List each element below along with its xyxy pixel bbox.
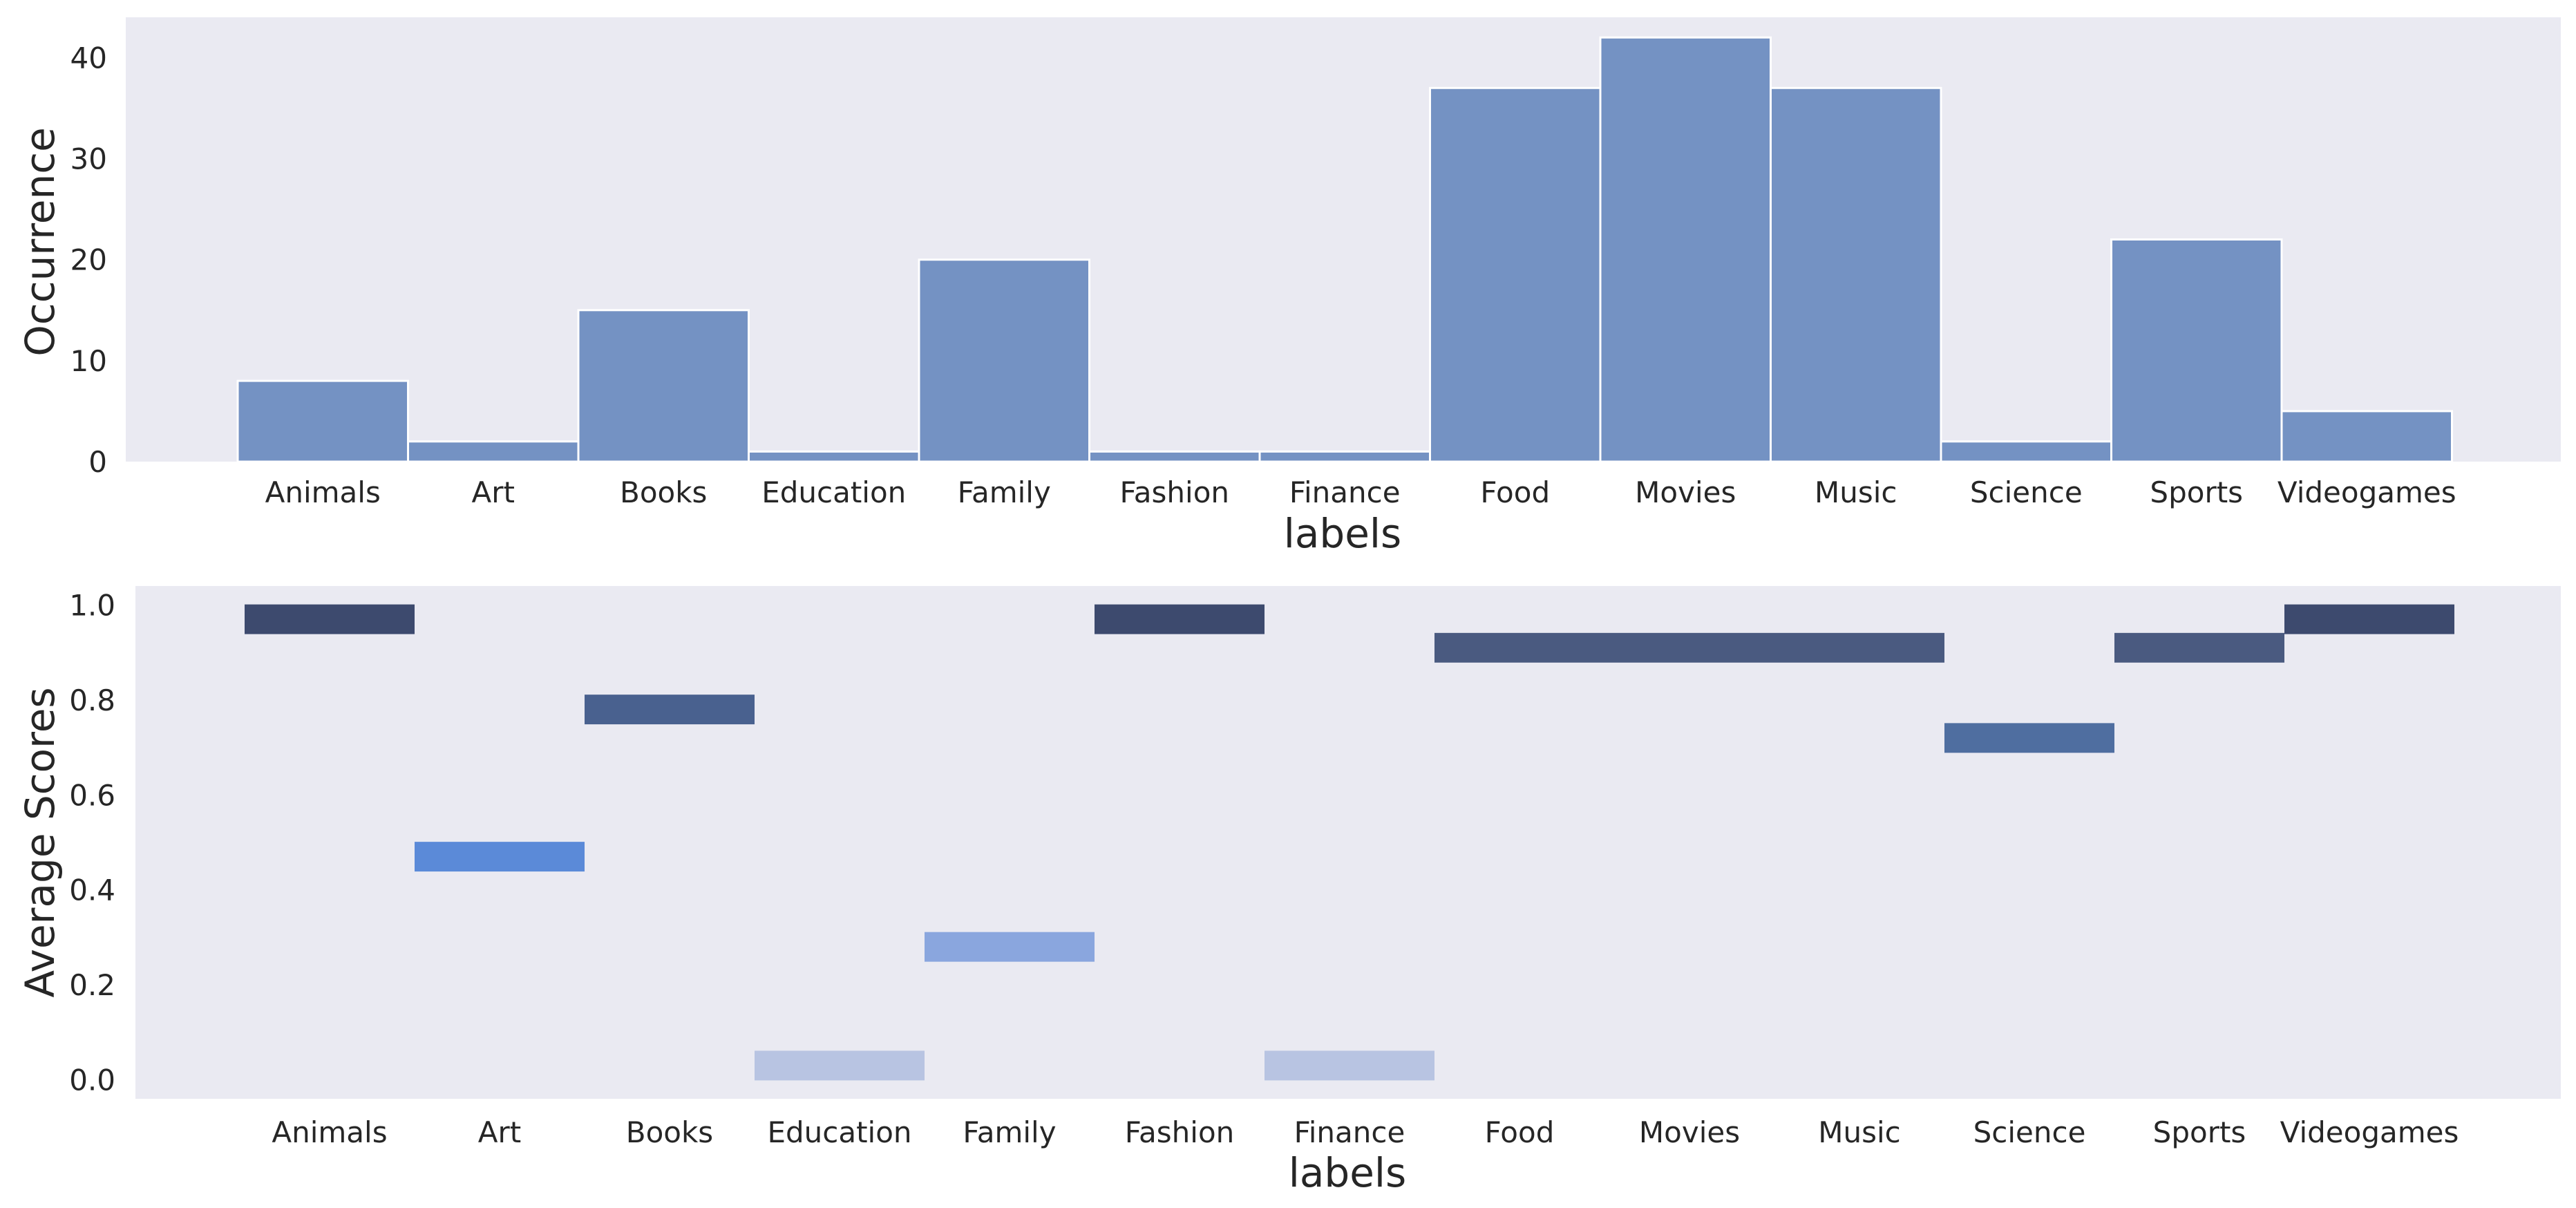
- average-scores-x-tick-label: Education: [767, 1115, 911, 1149]
- occurrence-x-tick-label: Education: [761, 475, 906, 509]
- occurrence-y-tick-label: 10: [70, 344, 107, 378]
- average-scores-x-tick-label: Art: [478, 1115, 521, 1149]
- occurrence-x-tick-label: Food: [1480, 475, 1550, 509]
- average-scores-y-tick-label: 0.6: [69, 778, 115, 812]
- average-scores-y-tick-label: 0.8: [69, 683, 115, 717]
- average-scores-x-tick-label: Movies: [1639, 1115, 1740, 1149]
- occurrence-bar-education: [748, 450, 920, 463]
- average-scores-y-tick-label: 1.0: [69, 588, 115, 622]
- occurrence-bar-food: [1429, 86, 1602, 463]
- occurrence-bar-animals: [236, 379, 409, 463]
- occurrence-x-tick-label: Science: [1970, 475, 2083, 509]
- occurrence-bar-fashion: [1088, 450, 1261, 463]
- occurrence-x-tick-label: Art: [472, 475, 515, 509]
- occurrence-y-tick-label: 0: [88, 445, 107, 479]
- average-score-cell-fashion: [1095, 604, 1265, 634]
- average-score-cell-art: [415, 842, 585, 872]
- average-scores-x-tick-label: Finance: [1294, 1115, 1405, 1149]
- occurrence-x-axis-label: labels: [1284, 510, 1402, 557]
- average-score-cell-movies: [1604, 632, 1774, 663]
- average-score-cell-music: [1774, 632, 1944, 663]
- occurrence-x-tick-label: Finance: [1289, 475, 1401, 509]
- occurrence-bar-sports: [2110, 238, 2283, 463]
- average-scores-y-axis-label: Average Scores: [17, 687, 64, 997]
- occurrence-x-tick-label: Family: [958, 475, 1051, 509]
- occurrence-x-tick-labels: Animals Art Books Education Family Fashion Fin…: [265, 475, 2456, 509]
- average-scores-x-tick-label: Sports: [2153, 1115, 2246, 1149]
- average-scores-x-tick-label: Books: [626, 1115, 713, 1149]
- occurrence-bar-music: [1770, 86, 1942, 463]
- average-scores-y-tick-label: 0.0: [69, 1064, 115, 1097]
- occurrence-subplot: 0 10 20 30 40 Animals Art Books Education Family…: [17, 17, 2561, 557]
- occurrence-x-tick-label: Books: [620, 475, 707, 509]
- average-score-cell-education: [755, 1050, 925, 1081]
- average-scores-x-tick-label: Science: [1973, 1115, 2086, 1149]
- occurrence-bar-videogames: [2280, 410, 2453, 463]
- occurrence-y-axis-label: Occurrence: [17, 127, 64, 357]
- occurrence-x-tick-label: Animals: [265, 475, 381, 509]
- average-score-cell-sports: [2114, 632, 2284, 663]
- average-scores-y-tick-label: 0.2: [69, 968, 115, 1002]
- average-scores-x-tick-label: Family: [963, 1115, 1056, 1149]
- average-score-cell-videogames: [2284, 604, 2454, 634]
- average-scores-x-tick-label: Videogames: [2280, 1115, 2459, 1149]
- average-score-cell-animals: [245, 604, 415, 634]
- average-score-cell-finance: [1265, 1050, 1434, 1081]
- average-scores-x-axis-label: labels: [1289, 1149, 1407, 1196]
- average-scores-x-tick-label: Music: [1818, 1115, 1901, 1149]
- occurrence-x-tick-label: Music: [1815, 475, 1897, 509]
- occurrence-y-tick-label: 40: [70, 41, 107, 75]
- average-score-cell-food: [1434, 632, 1604, 663]
- occurrence-y-tick-labels: 0 10 20 30 40: [70, 41, 107, 479]
- occurrence-bar-books: [577, 309, 750, 463]
- average-score-cells: [245, 604, 2454, 1081]
- average-scores-x-tick-label: Fashion: [1125, 1115, 1235, 1149]
- average-scores-subplot: 0.0 0.2 0.4 0.6 0.8 1.0 Animals Art Books Educat…: [17, 586, 2561, 1196]
- occurrence-x-tick-label: Videogames: [2277, 475, 2456, 509]
- occurrence-x-tick-label: Sports: [2150, 475, 2243, 509]
- occurrence-y-tick-label: 20: [70, 243, 107, 277]
- average-scores-y-tick-labels: 0.0 0.2 0.4 0.6 0.8 1.0: [69, 588, 115, 1097]
- occurrence-bars: [236, 36, 2453, 463]
- occurrence-bar-finance: [1258, 450, 1431, 463]
- average-scores-x-tick-label: Animals: [272, 1115, 387, 1149]
- average-score-cell-science: [1944, 723, 2114, 753]
- occurrence-x-tick-label: Fashion: [1119, 475, 1229, 509]
- occurrence-x-tick-label: Movies: [1635, 475, 1736, 509]
- occurrence-bar-art: [407, 440, 580, 463]
- average-scores-x-tick-labels: Animals Art Books Education Family Fashion Fin…: [272, 1115, 2459, 1149]
- occurrence-bar-family: [918, 258, 1090, 463]
- average-score-cell-books: [585, 695, 755, 725]
- average-scores-x-tick-label: Food: [1485, 1115, 1555, 1149]
- average-score-cell-family: [925, 932, 1095, 962]
- occurrence-bar-movies: [1599, 36, 1772, 463]
- average-scores-y-tick-label: 0.4: [69, 874, 115, 907]
- occurrence-y-tick-label: 30: [70, 142, 107, 176]
- occurrence-bar-science: [1940, 440, 2112, 463]
